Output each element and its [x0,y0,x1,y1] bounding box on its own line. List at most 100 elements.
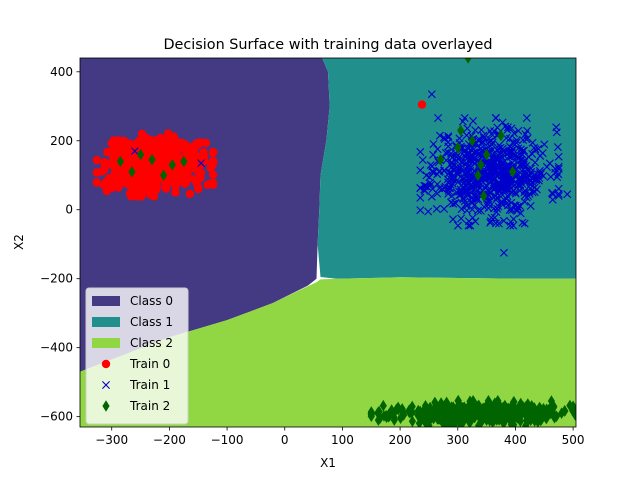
data-point [374,414,382,426]
data-point [463,162,472,171]
data-point [185,189,195,198]
data-point [457,214,466,223]
data-point [160,169,168,182]
data-point [471,217,480,226]
data-point [455,152,464,161]
data-point [486,166,495,175]
data-point [191,142,201,151]
data-point [208,158,218,168]
data-point [509,399,517,412]
data-point [505,206,514,215]
data-point [515,176,523,185]
legend-swatch [92,317,120,327]
data-point [375,405,383,418]
data-point [516,415,524,427]
data-point [469,395,477,407]
data-point [523,126,532,135]
data-point [418,156,427,164]
data-point [507,124,516,133]
data-point [520,146,528,155]
data-point [459,409,467,422]
data-point [571,409,576,421]
data-point [398,403,406,415]
chart-title: Decision Surface with training data over… [163,37,492,53]
data-point [532,185,541,194]
data-point [188,164,198,173]
series-train-1 [130,90,572,257]
cluster-train-0 [92,129,218,201]
data-point [421,412,429,425]
data-point [516,209,525,218]
data-point [446,412,454,424]
data-point [496,183,505,192]
data-point [107,139,116,148]
data-point [449,215,457,224]
data-point [442,156,451,165]
data-point [416,184,425,193]
data-point [514,126,523,135]
data-point [507,180,516,189]
data-point [494,202,503,211]
data-point [494,178,503,186]
data-point [448,407,456,419]
data-point [487,177,496,186]
data-point [497,129,505,142]
data-point [569,400,576,413]
data-point [140,159,149,168]
data-point [507,198,516,207]
data-point [532,175,541,184]
data-point [148,153,156,166]
data-point [553,143,562,152]
data-point [530,170,539,179]
plot-frame [79,57,577,428]
data-point [134,186,144,195]
data-point [506,217,515,226]
data-point [166,135,175,144]
data-point [561,405,569,417]
data-point [509,186,518,195]
data-point [473,136,482,144]
data-point [554,189,563,198]
data-point [468,173,476,182]
data-point [92,178,102,187]
data-point [485,164,494,172]
x-axis-label: X1 [320,456,336,470]
data-point [490,184,499,193]
data-point [197,159,206,168]
data-point [440,184,449,193]
data-point [509,221,518,230]
data-point [438,403,446,415]
data-point [542,162,551,171]
y-tick-label: −400 [40,341,73,355]
data-point [429,150,438,159]
data-point [441,148,450,157]
data-point [433,170,442,179]
data-point [477,415,485,427]
data-point [143,168,152,177]
data-point [454,395,462,407]
data-point [161,184,171,193]
data-point [531,415,539,427]
data-point [510,151,519,160]
data-point [466,166,475,175]
data-point [485,173,494,182]
legend-label: Class 2 [130,336,173,350]
data-point [483,148,491,161]
legend-label: Class 1 [130,315,173,329]
data-point [150,174,159,183]
data-point [450,402,458,415]
data-point [484,204,493,213]
x-tick-label: 300 [446,433,469,447]
data-point [92,155,102,165]
data-point [531,158,540,167]
data-point [518,408,526,421]
data-point [501,413,509,426]
data-point [477,159,485,171]
data-point [427,90,436,99]
data-point [424,207,433,216]
data-point [554,152,563,161]
data-point [455,134,464,143]
data-point [465,414,473,427]
data-point [492,114,500,122]
data-point [100,158,109,167]
